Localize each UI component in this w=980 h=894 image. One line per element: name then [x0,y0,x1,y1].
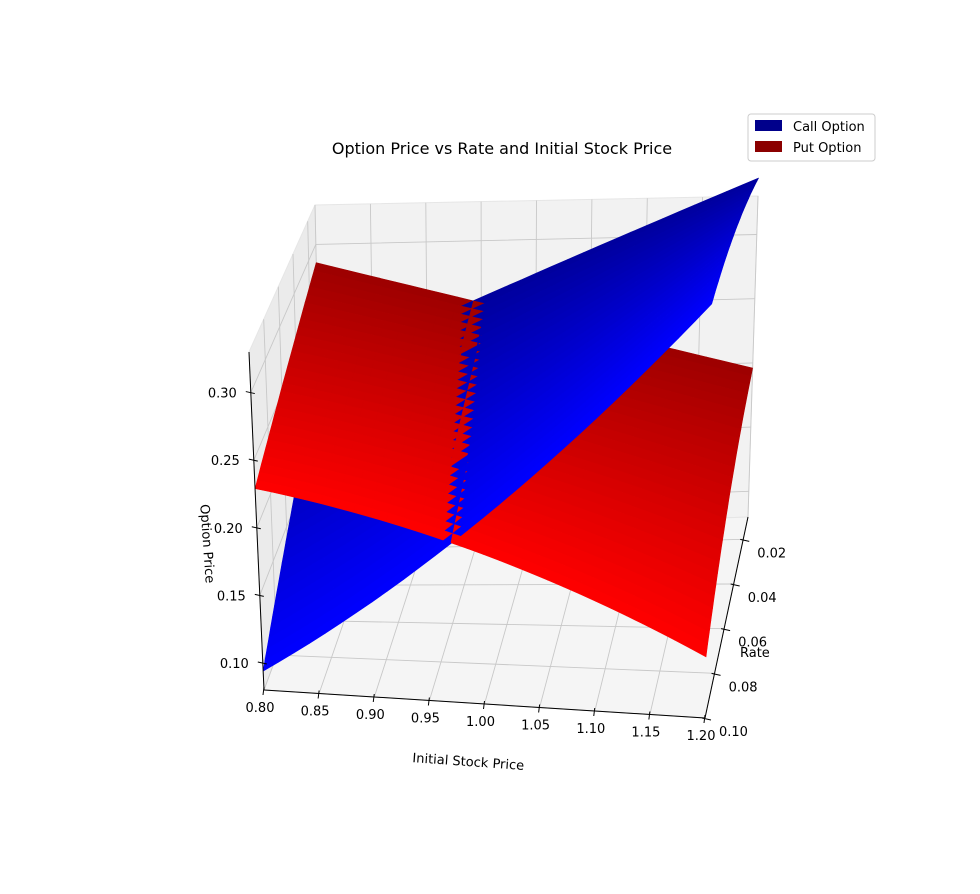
legend-swatch-call [755,120,782,131]
y-tick [730,583,740,587]
y-axis-line [704,516,749,719]
z-tick-label: 0.10 [220,657,249,672]
z-tick [245,391,255,395]
z-tick [254,593,264,597]
legend-label-put: Put Option [793,141,861,156]
x-tick-label: 0.95 [411,712,440,727]
y-tick-label: 0.02 [757,546,786,561]
grid-line-z [250,234,757,393]
z-tick [257,661,267,665]
x-tick-label: 1.20 [687,729,716,744]
z-tick-label: 0.15 [217,589,246,604]
x-tick-label: 1.15 [631,726,660,741]
y-tick [721,628,731,632]
z-tick-label: 0.20 [214,522,243,537]
legend-swatch-put [755,141,782,152]
y-tick-label: 0.08 [729,680,758,695]
y-tick-label: 0.06 [738,636,767,651]
x-tick-label: 1.00 [466,715,495,730]
x-tick-label: 0.85 [301,705,330,720]
surfaces [254,177,759,672]
legend-label-call: Call Option [793,120,865,135]
x-tick-label: 1.10 [576,722,605,737]
chart-title: Option Price vs Rate and Initial Stock P… [332,139,672,158]
x-axis-label: Initial Stock Price [412,751,525,774]
y-axis-label: Rate [740,646,770,661]
y-tick [711,672,721,676]
x-tick [262,686,265,696]
y-tick [701,717,712,721]
call-surface-facet [694,297,714,322]
x-tick [427,697,430,706]
y-tick-label: 0.04 [748,591,777,606]
x-tick [372,693,375,703]
y-tick [740,538,750,542]
x-tick-label: 1.05 [521,719,550,734]
x-tick [593,707,596,717]
x-tick [483,700,485,710]
x-tick [648,711,651,720]
axes: 0.80 0.85 0.90 0.95 1.00 1.05 1.10 1.15 1.20 0.02… [208,351,786,744]
z-tick [251,526,261,530]
put-surface-facet [689,635,708,658]
z-tick-label: 0.25 [211,454,240,469]
z-axis-line [248,351,265,691]
z-tick-label: 0.30 [208,387,237,402]
x-tick [317,690,320,699]
z-axis-label: Option Price [196,504,216,584]
y-tick-label: 0.10 [719,725,748,740]
legend: Call Option Put Option [747,113,876,162]
x-tick-label: 0.80 [246,701,275,716]
z-tick [248,458,258,462]
x-tick [538,704,541,713]
x-tick-label: 0.90 [356,708,385,723]
